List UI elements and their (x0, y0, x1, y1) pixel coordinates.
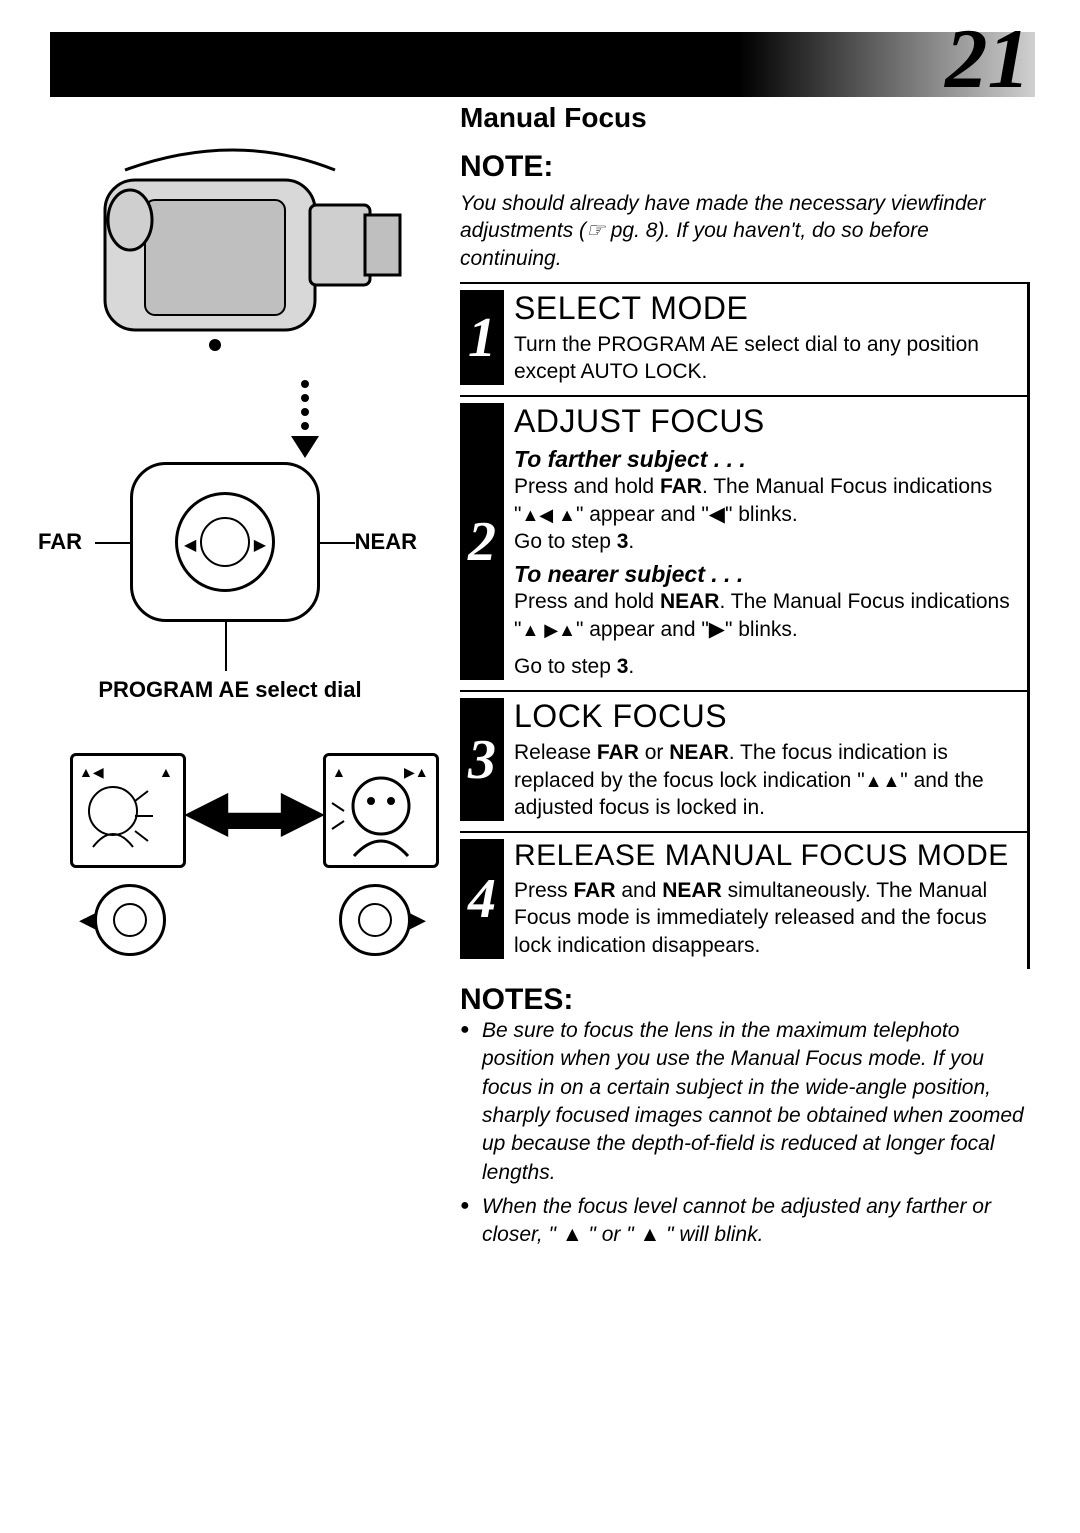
notes-heading: NOTES: (460, 983, 1030, 1017)
step-heading: ADJUST FOCUS (514, 403, 1027, 440)
focus-examples: ▲◀ ▲ ◀▬▶ ▲ ▶▲ (70, 753, 435, 868)
steps: 1 SELECT MODE Turn the PROGRAM AE select… (460, 284, 1030, 969)
svg-text:▲: ▲ (332, 764, 346, 780)
note-body: You should already have made the necessa… (460, 190, 1030, 284)
page-number: 21 (945, 10, 1030, 108)
small-dial-right: ▶ (339, 884, 411, 956)
dial-box: FAR NEAR ◀ ▶ (130, 462, 320, 622)
step-number: 1 (468, 310, 496, 366)
step-heading: SELECT MODE (514, 290, 1027, 327)
dial-caption: PROGRAM AE select dial (70, 677, 390, 703)
step-number: 4 (468, 871, 496, 927)
camcorder-icon (85, 120, 415, 380)
step-text: Release FAR or NEAR. The focus indicatio… (514, 739, 1027, 821)
far-label: FAR (38, 529, 82, 555)
notes-list: Be sure to focus the lens in the maximum… (460, 1017, 1030, 1250)
leader-line (95, 542, 133, 544)
step-heading: RELEASE MANUAL FOCUS MODE (514, 839, 1027, 873)
camera-illustration (70, 110, 430, 390)
far-fig: ▲◀ ▲ (70, 753, 186, 868)
step-text: Press and hold FAR. The Manual Focus ind… (514, 473, 1027, 555)
sub-heading: To farther subject . . . (514, 446, 1027, 473)
left-column: FAR NEAR ◀ ▶ PROGRAM AE select dial ▲◀ ▲… (70, 110, 430, 956)
note-heading: NOTE: (460, 150, 1030, 184)
step-number: 2 (468, 514, 496, 570)
note-item: When the focus level cannot be adjusted … (460, 1193, 1030, 1250)
leader-line (317, 542, 355, 544)
step-heading: LOCK FOCUS (514, 698, 1027, 735)
leader-line (225, 621, 227, 671)
step-3: 3 LOCK FOCUS Release FAR or NEAR. The fo… (460, 692, 1027, 833)
step-text: Press and hold NEAR. The Manual Focus in… (514, 588, 1027, 643)
near-fig: ▲ ▶▲ (323, 753, 439, 868)
dotted-leader (180, 380, 430, 458)
dial: ◀ ▶ (175, 492, 275, 592)
header-bar (50, 32, 1035, 97)
double-arrow-icon: ◀▬▶ (186, 779, 323, 842)
sub-heading: To nearer subject . . . (514, 561, 1027, 588)
note-item: Be sure to focus the lens in the maximum… (460, 1017, 1030, 1187)
svg-text:▲: ▲ (159, 764, 173, 780)
small-dial-left: ◀ (94, 884, 166, 956)
right-column: Manual Focus NOTE: You should already ha… (460, 102, 1030, 1256)
step-text: Press FAR and NEAR simultaneously. The M… (514, 877, 1027, 959)
step-text: Turn the PROGRAM AE select dial to any p… (514, 331, 1027, 386)
step-text: Go to step 3. (514, 653, 1027, 680)
step-4: 4 RELEASE MANUAL FOCUS MODE Press FAR an… (460, 833, 1027, 969)
svg-text:▶▲: ▶▲ (404, 764, 429, 780)
step-2: 2 ADJUST FOCUS To farther subject . . . … (460, 397, 1027, 692)
svg-text:▲◀: ▲◀ (79, 764, 104, 780)
step-1: 1 SELECT MODE Turn the PROGRAM AE select… (460, 284, 1027, 398)
near-label: NEAR (355, 529, 417, 555)
step-number: 3 (468, 732, 496, 788)
small-dials: ◀ ▶ (70, 884, 435, 956)
